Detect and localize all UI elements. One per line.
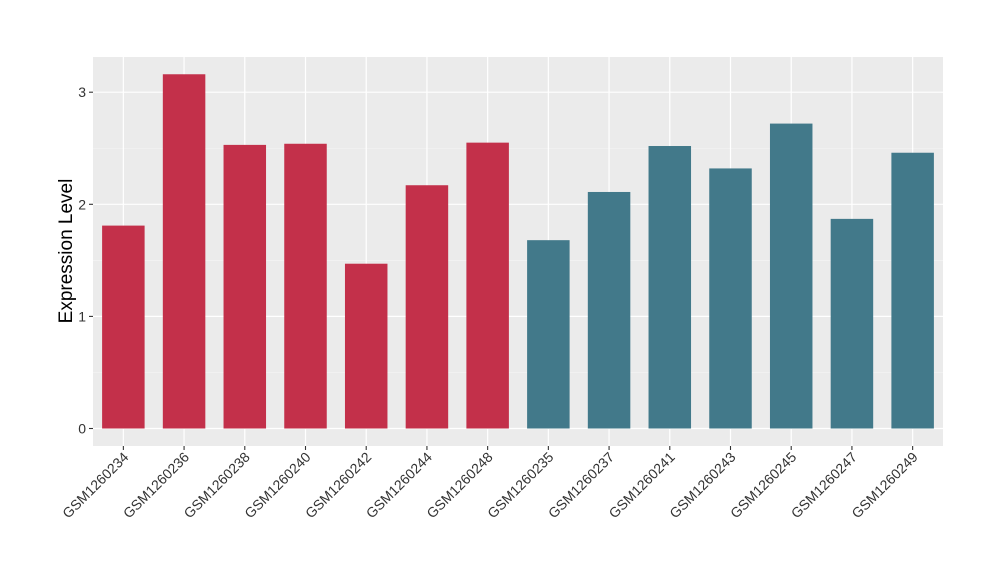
bar-GSM1260244 (405, 185, 449, 429)
bar-GSM1260241 (648, 146, 692, 429)
y-tick-label: 0 (78, 421, 86, 437)
y-tick-label: 2 (78, 196, 86, 212)
y-axis: 0 1 2 3 (78, 84, 93, 437)
bar-GSM1260235 (527, 240, 570, 429)
bar-GSM1260242 (344, 263, 388, 429)
bar-GSM1260234 (102, 225, 145, 429)
y-tick-label: 3 (78, 84, 86, 100)
bar-GSM1260248 (466, 142, 509, 429)
bar-GSM1260237 (587, 191, 631, 429)
bar-GSM1260247 (830, 218, 874, 429)
bars (102, 74, 934, 429)
y-tick-label: 1 (78, 308, 86, 324)
bar-GSM1260240 (284, 143, 327, 429)
plot-panel (93, 57, 943, 446)
bar-GSM1260236 (162, 74, 206, 429)
x-axis: GSM1260234GSM1260236GSM1260238GSM1260240… (59, 446, 921, 521)
y-axis-title: Expression Level (56, 179, 77, 324)
bar-GSM1260245 (769, 123, 813, 429)
bar-GSM1260249 (891, 152, 934, 429)
bar-GSM1260238 (223, 144, 267, 429)
bar-GSM1260243 (709, 168, 752, 429)
